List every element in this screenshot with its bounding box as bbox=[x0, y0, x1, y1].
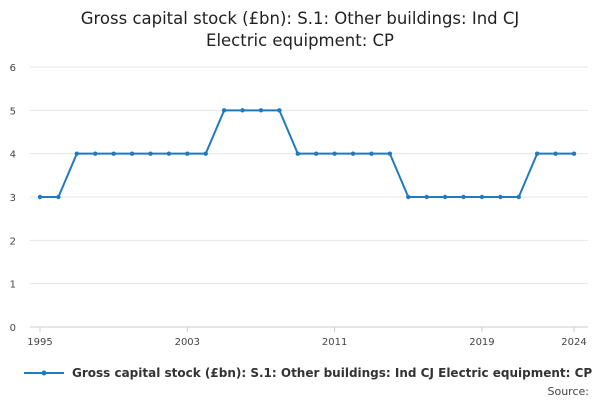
chart-title: Gross capital stock (£bn): S.1: Other bu… bbox=[81, 9, 520, 50]
data-point bbox=[387, 151, 393, 156]
data-point bbox=[295, 151, 300, 156]
data-point bbox=[258, 108, 264, 113]
data-point bbox=[74, 151, 80, 156]
data-point bbox=[350, 151, 356, 156]
x-tick-label: 2003 bbox=[175, 337, 200, 348]
data-point bbox=[461, 194, 466, 200]
legend-swatch-marker bbox=[41, 370, 47, 376]
y-tick-label: 6 bbox=[10, 63, 16, 74]
y-tick-label: 2 bbox=[10, 236, 16, 247]
chart-title-line-2: Electric equipment: CP bbox=[206, 31, 394, 50]
x-axis-tick-labels: 1995 2003 2011 2019 2024 bbox=[27, 337, 586, 348]
data-point bbox=[166, 151, 172, 156]
y-tick-label: 1 bbox=[10, 280, 16, 291]
data-point bbox=[314, 151, 319, 156]
x-tick-label: 1995 bbox=[27, 337, 52, 348]
x-axis bbox=[30, 326, 588, 332]
data-point bbox=[277, 108, 282, 113]
data-point bbox=[369, 151, 374, 156]
series-points bbox=[37, 108, 577, 200]
data-point bbox=[424, 194, 429, 200]
y-tick-label: 4 bbox=[10, 150, 16, 161]
series-line bbox=[40, 109, 574, 198]
legend: Gross capital stock (£bn): S.1: Other bu… bbox=[24, 366, 592, 380]
data-point bbox=[406, 194, 411, 200]
data-point bbox=[553, 151, 558, 156]
data-point bbox=[498, 194, 503, 200]
data-point bbox=[221, 108, 227, 113]
data-point bbox=[571, 151, 577, 156]
x-tick-label: 2011 bbox=[322, 337, 347, 348]
data-point bbox=[111, 151, 116, 156]
data-point bbox=[203, 151, 208, 156]
data-point bbox=[479, 194, 485, 200]
data-point bbox=[37, 194, 43, 200]
data-point bbox=[93, 151, 98, 156]
x-tick-label: 2019 bbox=[469, 337, 494, 348]
legend-label: Gross capital stock (£bn): S.1: Other bu… bbox=[72, 366, 592, 380]
data-point bbox=[534, 151, 540, 156]
y-tick-label: 0 bbox=[10, 323, 16, 334]
data-point bbox=[240, 108, 245, 113]
chart-title-line-1: Gross capital stock (£bn): S.1: Other bu… bbox=[81, 9, 520, 28]
x-tick-label: 2024 bbox=[561, 337, 586, 348]
source-label: Source: bbox=[548, 385, 590, 398]
data-point bbox=[129, 151, 135, 156]
data-point bbox=[56, 194, 61, 200]
data-point bbox=[148, 151, 153, 156]
data-point bbox=[185, 151, 190, 156]
series-line-group bbox=[40, 109, 574, 198]
y-tick-label: 5 bbox=[10, 106, 16, 117]
data-point bbox=[332, 151, 337, 156]
y-axis-tick-labels: 0 1 2 3 4 5 6 bbox=[10, 63, 16, 334]
data-point bbox=[516, 194, 521, 200]
y-tick-label: 3 bbox=[10, 193, 16, 204]
data-point bbox=[442, 194, 448, 200]
